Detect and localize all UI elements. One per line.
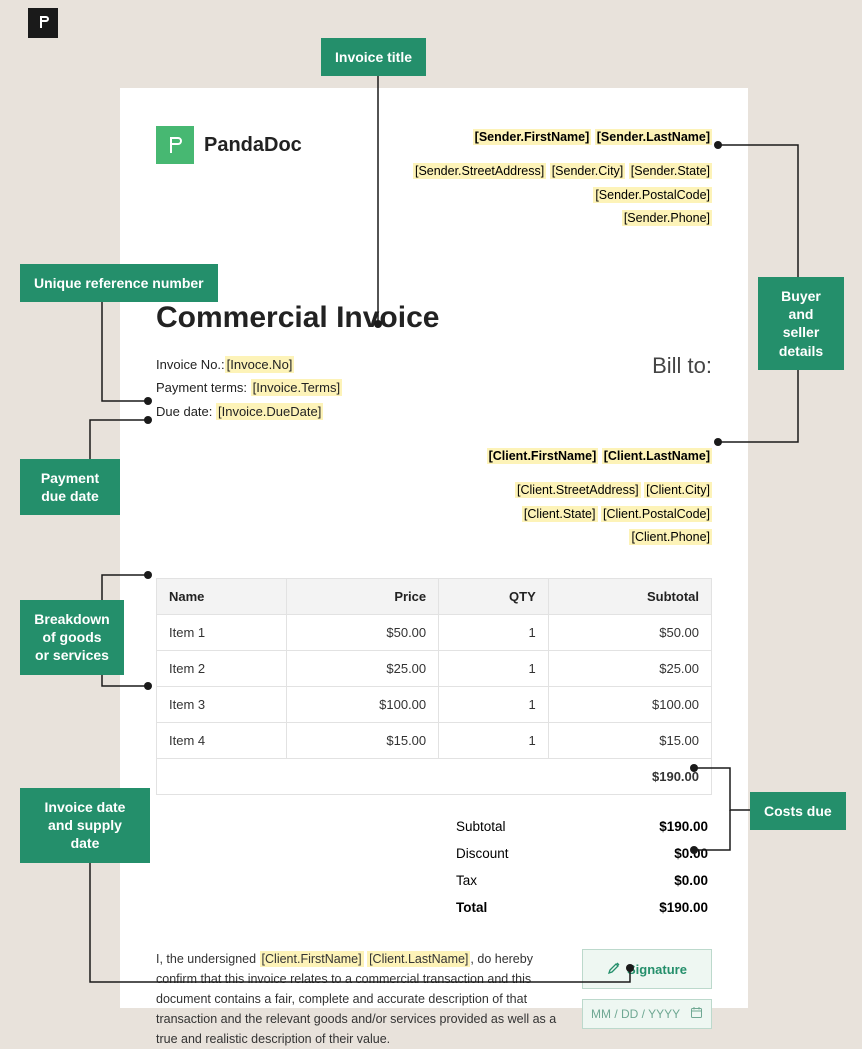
totals-block: Subtotal $190.00 Discount $0.00 Tax $0.00 T… xyxy=(452,813,712,921)
invoice-no-value: [Invoce.No] xyxy=(225,356,295,373)
col-qty: QTY xyxy=(439,579,549,615)
brand-logo-icon xyxy=(156,126,194,164)
decl-client-first: [Client.FirstName] xyxy=(260,951,364,967)
invoice-meta: Invoice No.:[Invoce.No] Payment terms: [… xyxy=(156,353,342,423)
total-label: Total xyxy=(456,900,487,915)
brand: PandaDoc xyxy=(156,126,302,164)
client-state: [Client.State] xyxy=(522,506,598,522)
sender-city: [Sender.City] xyxy=(550,163,626,179)
decl-client-last: [Client.LastName] xyxy=(367,951,470,967)
client-first: [Client.FirstName] xyxy=(487,448,599,464)
cell-qty: 1 xyxy=(439,723,549,759)
signature-field[interactable]: Signature xyxy=(582,949,712,989)
client-city: [Client.City] xyxy=(644,482,712,498)
tax-value: $0.00 xyxy=(674,873,708,888)
total-value: $190.00 xyxy=(659,900,708,915)
page-title: Commercial Invoice xyxy=(156,301,712,335)
invoice-no-label: Invoice No.: xyxy=(156,357,225,372)
client-phone: [Client.Phone] xyxy=(629,529,712,545)
sender-postal: [Sender.PostalCode] xyxy=(593,187,712,203)
col-name: Name xyxy=(157,579,287,615)
table-sum-row: $190.00 xyxy=(157,759,712,795)
calendar-icon xyxy=(690,1006,703,1022)
cell-name: Item 3 xyxy=(157,687,287,723)
sender-phone: [Sender.Phone] xyxy=(622,210,712,226)
date-placeholder: MM / DD / YYYY xyxy=(591,1007,680,1021)
cell-subtotal: $100.00 xyxy=(548,687,711,723)
terms-label: Payment terms: xyxy=(156,380,247,395)
discount-label: Discount xyxy=(456,846,509,861)
brand-name: PandaDoc xyxy=(204,134,302,157)
cell-subtotal: $50.00 xyxy=(548,615,711,651)
cell-name: Item 1 xyxy=(157,615,287,651)
cell-price: $50.00 xyxy=(286,615,439,651)
table-row: Item 2 $25.00 1 $25.00 xyxy=(157,651,712,687)
subtotal-label: Subtotal xyxy=(456,819,506,834)
col-subtotal: Subtotal xyxy=(548,579,711,615)
declaration-text: I, the undersigned [Client.FirstName] [C… xyxy=(156,949,562,1049)
client-street: [Client.StreetAddress] xyxy=(515,482,641,498)
table-row: Item 1 $50.00 1 $50.00 xyxy=(157,615,712,651)
table-header-row: Name Price QTY Subtotal xyxy=(157,579,712,615)
cell-subtotal: $15.00 xyxy=(548,723,711,759)
table-row: Item 3 $100.00 1 $100.00 xyxy=(157,687,712,723)
callout-costs-due: Costs due xyxy=(750,792,846,830)
col-price: Price xyxy=(286,579,439,615)
cell-price: $15.00 xyxy=(286,723,439,759)
callout-invoice-supply-date: Invoice date and supply date xyxy=(20,788,150,863)
discount-value: $0.00 xyxy=(674,846,708,861)
cell-qty: 1 xyxy=(439,651,549,687)
table-row: Item 4 $15.00 1 $15.00 xyxy=(157,723,712,759)
invoice-document: PandaDoc [Sender.FirstName] [Sender.Last… xyxy=(120,88,748,1008)
due-value: [Invoice.DueDate] xyxy=(216,403,323,420)
cell-name: Item 2 xyxy=(157,651,287,687)
bill-to-label: Bill to: xyxy=(652,353,712,379)
callout-due-date: Payment due date xyxy=(20,459,120,515)
cell-price: $25.00 xyxy=(286,651,439,687)
subtotal-value: $190.00 xyxy=(659,819,708,834)
cell-qty: 1 xyxy=(439,615,549,651)
callout-buyer-seller: Buyer and seller details xyxy=(758,277,844,370)
pen-icon xyxy=(607,961,621,978)
client-last: [Client.LastName] xyxy=(602,448,712,464)
cell-subtotal: $25.00 xyxy=(548,651,711,687)
tax-label: Tax xyxy=(456,873,477,888)
decl-pre: I, the undersigned xyxy=(156,952,260,966)
due-label: Due date: xyxy=(156,404,212,419)
sender-street: [Sender.StreetAddress] xyxy=(413,163,546,179)
corner-logo xyxy=(28,8,58,38)
sender-last: [Sender.LastName] xyxy=(595,129,712,145)
cell-name: Item 4 xyxy=(157,723,287,759)
callout-reference-number: Unique reference number xyxy=(20,264,218,302)
cell-price: $100.00 xyxy=(286,687,439,723)
signature-label: Signature xyxy=(627,962,687,977)
client-block: [Client.FirstName] [Client.LastName] [Cl… xyxy=(156,445,712,550)
callout-breakdown: Breakdown of goods or services xyxy=(20,600,124,675)
callout-invoice-title: Invoice title xyxy=(321,38,426,76)
sender-block: [Sender.FirstName] [Sender.LastName] [Se… xyxy=(413,126,712,231)
sender-first: [Sender.FirstName] xyxy=(473,129,592,145)
date-field[interactable]: MM / DD / YYYY xyxy=(582,999,712,1029)
cell-qty: 1 xyxy=(439,687,549,723)
sender-state: [Sender.State] xyxy=(629,163,712,179)
line-items-table: Name Price QTY Subtotal Item 1 $50.00 1 … xyxy=(156,578,712,795)
pandadoc-glyph-icon xyxy=(35,14,51,33)
table-sum: $190.00 xyxy=(548,759,711,795)
client-postal: [Client.PostalCode] xyxy=(601,506,712,522)
terms-value: [Invoice.Terms] xyxy=(251,379,342,396)
